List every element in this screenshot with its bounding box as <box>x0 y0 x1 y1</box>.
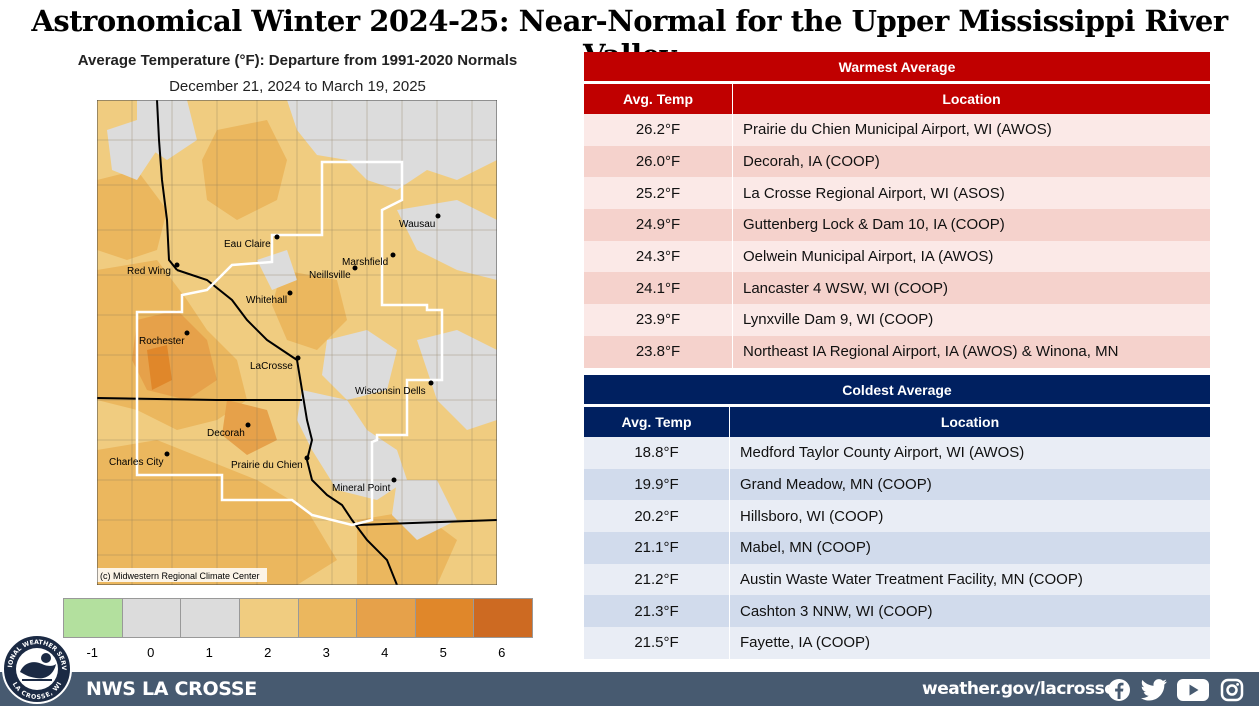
location-cell: Grand Meadow, MN (COOP) <box>729 468 1210 501</box>
city-label: Eau Claire <box>224 239 271 250</box>
map-title: Average Temperature (°F): Departure from… <box>77 52 518 69</box>
legend-tick-label: -1 <box>86 645 99 660</box>
city-label: Decorah <box>207 428 245 439</box>
legend-ticks: -1 0 1 2 3 4 5 6 <box>63 645 531 665</box>
city-label: LaCrosse <box>250 361 293 372</box>
coldest-table: Coldest Average Avg. Temp Location 18.8°… <box>584 375 1210 659</box>
youtube-icon[interactable] <box>1176 678 1210 702</box>
legend-swatch <box>474 599 532 637</box>
warmest-table: Warmest Average Avg. Temp Location 26.2°… <box>584 52 1210 368</box>
city-label: Charles City <box>109 457 163 468</box>
table-row: 21.3°F Cashton 3 NNW, WI (COOP) <box>584 595 1210 628</box>
legend-swatch <box>357 599 416 637</box>
warmest-col-temp: Avg. Temp <box>622 91 693 107</box>
city-label: Wisconsin Dells <box>355 386 426 397</box>
table-row: 21.5°F Fayette, IA (COOP) <box>584 627 1210 659</box>
location-cell: Lynxville Dam 9, WI (COOP) <box>732 304 1210 336</box>
location-cell: Fayette, IA (COOP) <box>729 627 1210 659</box>
table-row: 23.8°F Northeast IA Regional Airport, IA … <box>584 335 1210 368</box>
location-cell: Mabel, MN (COOP) <box>729 532 1210 564</box>
coldest-table-title: Coldest Average <box>584 375 1210 404</box>
table-row: 24.3°F Oelwein Municipal Airport, IA (AWO… <box>584 240 1210 273</box>
map-credit: (c) Midwestern Regional Climate Center <box>100 571 260 581</box>
warmest-col-location: Location <box>732 84 1210 114</box>
legend-tick-label: 5 <box>439 645 447 660</box>
warmest-table-title: Warmest Average <box>584 52 1210 81</box>
avg-temp-cell: 24.1°F <box>635 279 681 297</box>
city-label: Marshfield <box>342 257 388 268</box>
city-label: Red Wing <box>127 266 171 277</box>
table-row: 23.9°F Lynxville Dam 9, WI (COOP) <box>584 304 1210 336</box>
location-cell: Decorah, IA (COOP) <box>732 145 1210 178</box>
avg-temp-cell: 21.5°F <box>634 634 679 652</box>
city-label: Whitehall <box>246 295 287 306</box>
legend-tick-label: 2 <box>264 645 272 660</box>
legend-swatch <box>298 599 358 637</box>
office-name: NWS LA CROSSE <box>86 678 257 700</box>
location-cell: Austin Waste Water Treatment Facility, M… <box>729 563 1210 596</box>
map-subtitle: December 21, 2024 to March 19, 2025 <box>169 78 426 95</box>
location-cell: La Crosse Regional Airport, WI (ASOS) <box>732 177 1210 210</box>
legend-swatch <box>239 599 299 637</box>
city-label: Wausau <box>399 219 435 230</box>
location-cell: Northeast IA Regional Airport, IA (AWOS)… <box>732 335 1210 368</box>
legend-swatch <box>64 599 123 637</box>
legend-tick-label: 6 <box>498 645 506 660</box>
coldest-col-temp: Avg. Temp <box>621 414 692 430</box>
location-cell: Guttenberg Lock & Dam 10, IA (COOP) <box>732 209 1210 241</box>
legend-swatch <box>181 599 240 637</box>
city-label: Mineral Point <box>332 483 391 494</box>
table-row: 20.2°F Hillsboro, WI (COOP) <box>584 500 1210 533</box>
legend-tick-label: 3 <box>322 645 330 660</box>
avg-temp-cell: 23.8°F <box>635 343 681 361</box>
avg-temp-cell: 19.9°F <box>634 476 679 494</box>
location-cell: Cashton 3 NNW, WI (COOP) <box>729 595 1210 628</box>
table-row: 18.8°F Medford Taylor County Airport, WI … <box>584 437 1210 469</box>
table-row: 25.2°F La Crosse Regional Airport, WI (AS… <box>584 177 1210 210</box>
avg-temp-cell: 26.0°F <box>635 153 681 171</box>
website-link[interactable]: weather.gov/lacrosse <box>922 679 1116 699</box>
twitter-icon[interactable] <box>1140 678 1168 702</box>
footer-bar: NWS LA CROSSE weather.gov/lacrosse <box>0 672 1259 706</box>
table-row: 24.9°F Guttenberg Lock & Dam 10, IA (COOP… <box>584 209 1210 241</box>
legend-swatch <box>122 599 182 637</box>
location-cell: Hillsboro, WI (COOP) <box>729 500 1210 533</box>
location-cell: Oelwein Municipal Airport, IA (AWOS) <box>732 240 1210 273</box>
avg-temp-cell: 20.2°F <box>634 507 679 525</box>
avg-temp-cell: 21.3°F <box>634 602 679 620</box>
table-row: 24.1°F Lancaster 4 WSW, WI (COOP) <box>584 272 1210 305</box>
city-label: Prairie du Chien <box>231 460 303 471</box>
table-row: 21.1°F Mabel, MN (COOP) <box>584 532 1210 564</box>
instagram-icon[interactable] <box>1220 678 1244 702</box>
temperature-departure-map: Eau Claire Wausau Red Wing Marshfield Ne… <box>97 100 497 585</box>
city-label: Neillsville <box>309 270 351 281</box>
coldest-col-location: Location <box>729 407 1210 437</box>
avg-temp-cell: 21.2°F <box>634 571 679 589</box>
city-label: Rochester <box>139 336 185 347</box>
legend-tick-label: 0 <box>147 645 155 660</box>
avg-temp-cell: 24.9°F <box>635 216 681 234</box>
table-row: 26.2°F Prairie du Chien Municipal Airport… <box>584 114 1210 146</box>
avg-temp-cell: 25.2°F <box>635 184 681 202</box>
legend-swatch <box>415 599 475 637</box>
facebook-icon[interactable] <box>1107 678 1131 702</box>
table-row: 26.0°F Decorah, IA (COOP) <box>584 145 1210 178</box>
table-row: 21.2°F Austin Waste Water Treatment Facil… <box>584 563 1210 596</box>
color-legend <box>63 598 533 638</box>
avg-temp-cell: 26.2°F <box>635 121 681 139</box>
legend-tick-label: 1 <box>205 645 213 660</box>
legend-tick-label: 4 <box>381 645 389 660</box>
avg-temp-cell: 24.3°F <box>635 248 681 266</box>
avg-temp-cell: 21.1°F <box>634 539 679 557</box>
avg-temp-cell: 23.9°F <box>635 311 681 329</box>
location-cell: Medford Taylor County Airport, WI (AWOS) <box>729 437 1210 469</box>
location-cell: Prairie du Chien Municipal Airport, WI (… <box>732 114 1210 146</box>
nws-logo: NATIONAL WEATHER SERVICE LA CROSSE, WI <box>2 634 72 704</box>
avg-temp-cell: 18.8°F <box>634 444 679 462</box>
location-cell: Lancaster 4 WSW, WI (COOP) <box>732 272 1210 305</box>
table-row: 19.9°F Grand Meadow, MN (COOP) <box>584 468 1210 501</box>
